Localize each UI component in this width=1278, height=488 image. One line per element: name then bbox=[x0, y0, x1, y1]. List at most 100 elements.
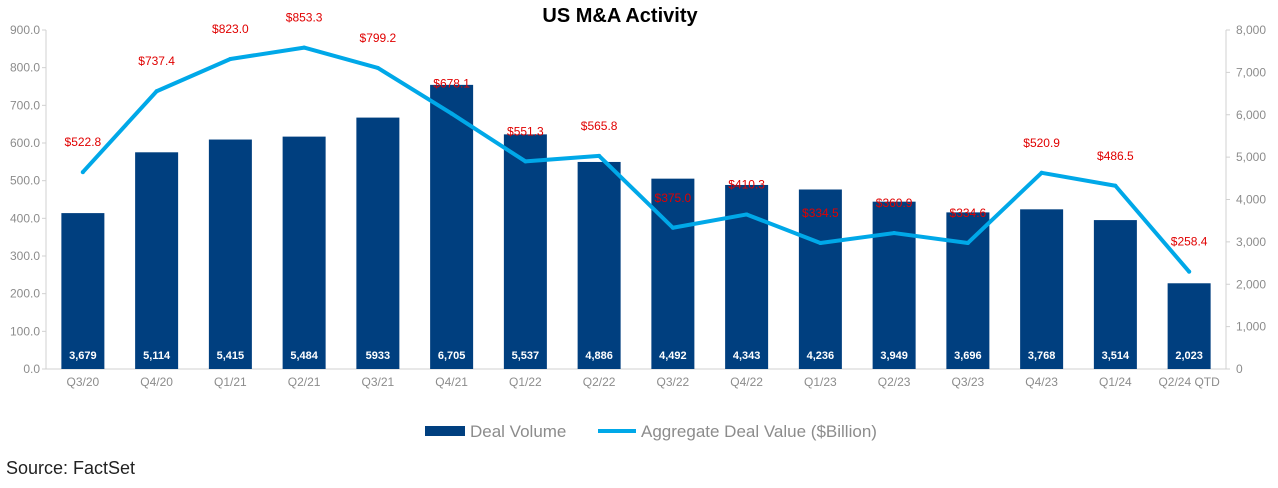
line-value-label: $737.4 bbox=[138, 54, 175, 68]
line-value-label: $522.8 bbox=[65, 135, 102, 149]
bar-deal-volume bbox=[61, 213, 105, 369]
line-point bbox=[892, 231, 897, 236]
legend: Deal Volume Aggregate Deal Value ($Billio… bbox=[425, 422, 877, 441]
left-tick-label: 400.0 bbox=[10, 211, 40, 225]
left-tick-label: 100.0 bbox=[10, 324, 40, 338]
left-tick-label: 800.0 bbox=[10, 61, 40, 75]
line-point bbox=[744, 212, 749, 217]
bars bbox=[61, 84, 1211, 370]
line-series bbox=[80, 45, 1192, 274]
line-value-label: $375.0 bbox=[655, 191, 692, 205]
line-value-label: $853.3 bbox=[286, 11, 323, 25]
left-tick-label: 0.0 bbox=[23, 362, 40, 376]
legend-label-aggregate-value: Aggregate Deal Value ($Billion) bbox=[641, 422, 877, 441]
bar-value-label: 2,023 bbox=[1175, 350, 1203, 362]
line-value-label: $823.0 bbox=[212, 22, 249, 36]
right-tick-label: 7,000 bbox=[1236, 65, 1266, 79]
bar-deal-volume bbox=[798, 189, 842, 369]
right-tick-label: 6,000 bbox=[1236, 108, 1266, 122]
line-point bbox=[670, 225, 675, 230]
bar-deal-volume bbox=[1020, 209, 1064, 369]
line-point bbox=[228, 57, 233, 62]
x-tick-label: Q1/21 bbox=[214, 375, 247, 389]
line-value-label: $258.4 bbox=[1171, 235, 1208, 249]
x-tick-label: Q3/21 bbox=[362, 375, 395, 389]
line-point bbox=[1113, 183, 1118, 188]
line-point bbox=[1039, 170, 1044, 175]
bar-value-label: 5933 bbox=[366, 350, 390, 362]
bar-deal-volume bbox=[356, 117, 400, 369]
line-point bbox=[523, 159, 528, 164]
aggregate-value-line bbox=[80, 45, 1192, 274]
bar-value-label: 5,415 bbox=[217, 350, 245, 362]
left-tick-label: 300.0 bbox=[10, 249, 40, 263]
right-tick-label: 2,000 bbox=[1236, 277, 1266, 291]
bar-deal-volume bbox=[872, 201, 916, 369]
bar-value-label: 5,484 bbox=[290, 350, 318, 362]
line-point bbox=[154, 89, 159, 94]
left-tick-label: 700.0 bbox=[10, 98, 40, 112]
bar-value-label: 4,492 bbox=[659, 350, 687, 362]
legend-swatch-deal-volume bbox=[425, 426, 465, 436]
x-tick-label: Q4/23 bbox=[1025, 375, 1058, 389]
bar-deal-volume bbox=[135, 152, 179, 369]
bar-deal-volume bbox=[1167, 283, 1211, 369]
right-tick-label: 4,000 bbox=[1236, 193, 1266, 207]
left-tick-label: 900.0 bbox=[10, 23, 40, 37]
x-tick-label: Q1/24 bbox=[1099, 375, 1132, 389]
x-tick-label: Q2/24 QTD bbox=[1158, 375, 1220, 389]
bar-value-label: 4,236 bbox=[807, 350, 835, 362]
bar-deal-volume bbox=[282, 136, 326, 369]
bar-value-label: 3,514 bbox=[1102, 350, 1130, 362]
x-tick-label: Q3/22 bbox=[657, 375, 690, 389]
line-point bbox=[597, 153, 602, 158]
bar-deal-volume bbox=[577, 161, 621, 369]
line-point bbox=[302, 45, 307, 50]
line-point bbox=[965, 240, 970, 245]
bar-value-label: 5,114 bbox=[143, 350, 171, 362]
line-point bbox=[375, 65, 380, 70]
x-tick-label: Q2/21 bbox=[288, 375, 321, 389]
x-tick-label: Q2/22 bbox=[583, 375, 616, 389]
bar-deal-volume bbox=[503, 134, 547, 369]
x-tick-label: Q4/22 bbox=[730, 375, 763, 389]
bar-value-label: 5,537 bbox=[512, 350, 540, 362]
bar-value-label: 3,949 bbox=[880, 350, 908, 362]
x-tick-label: Q1/23 bbox=[804, 375, 837, 389]
line-value-label: $410.3 bbox=[728, 177, 765, 191]
line-point bbox=[818, 241, 823, 246]
line-value-label: $360.9 bbox=[876, 196, 913, 210]
x-tick-label: Q3/23 bbox=[952, 375, 985, 389]
right-tick-label: 3,000 bbox=[1236, 235, 1266, 249]
bar-value-label: 4,343 bbox=[733, 350, 761, 362]
x-tick-label: Q4/20 bbox=[140, 375, 173, 389]
line-value-label: $551.3 bbox=[507, 124, 544, 138]
x-tick-label: Q3/20 bbox=[67, 375, 100, 389]
bar-deal-volume bbox=[1093, 220, 1137, 369]
line-value-label: $678.1 bbox=[433, 77, 470, 91]
chart-title: US M&A Activity bbox=[542, 5, 698, 27]
line-point bbox=[1187, 269, 1192, 274]
line-value-label: $799.2 bbox=[360, 31, 397, 45]
data-labels: 3,679 5,114 5,415 5,484 5933 6,705 5,537 4,886 4… bbox=[65, 11, 1208, 362]
line-value-label: $334.5 bbox=[802, 206, 839, 220]
chart: US M&A Activity 0.0 100.0 200.0 300.0 400.0 5… bbox=[10, 5, 1266, 441]
left-tick-label: 600.0 bbox=[10, 136, 40, 150]
bar-value-label: 3,679 bbox=[69, 350, 97, 362]
bar-value-label: 3,696 bbox=[954, 350, 982, 362]
bar-deal-volume bbox=[208, 139, 252, 369]
bar-deal-volume bbox=[430, 84, 474, 370]
line-value-label: $565.8 bbox=[581, 119, 618, 133]
right-tick-label: 8,000 bbox=[1236, 23, 1266, 37]
bar-deal-volume bbox=[946, 212, 990, 369]
x-tick-label: Q2/23 bbox=[878, 375, 911, 389]
right-tick-label: 5,000 bbox=[1236, 150, 1266, 164]
bar-value-label: 4,886 bbox=[585, 350, 613, 362]
line-value-label: $334.6 bbox=[950, 206, 987, 220]
right-tick-label: 0 bbox=[1236, 362, 1243, 376]
legend-label-deal-volume: Deal Volume bbox=[470, 422, 566, 441]
bar-value-label: 6,705 bbox=[438, 350, 466, 362]
bar-deal-volume bbox=[651, 178, 695, 369]
line-point bbox=[449, 111, 454, 116]
line-point bbox=[80, 170, 85, 175]
